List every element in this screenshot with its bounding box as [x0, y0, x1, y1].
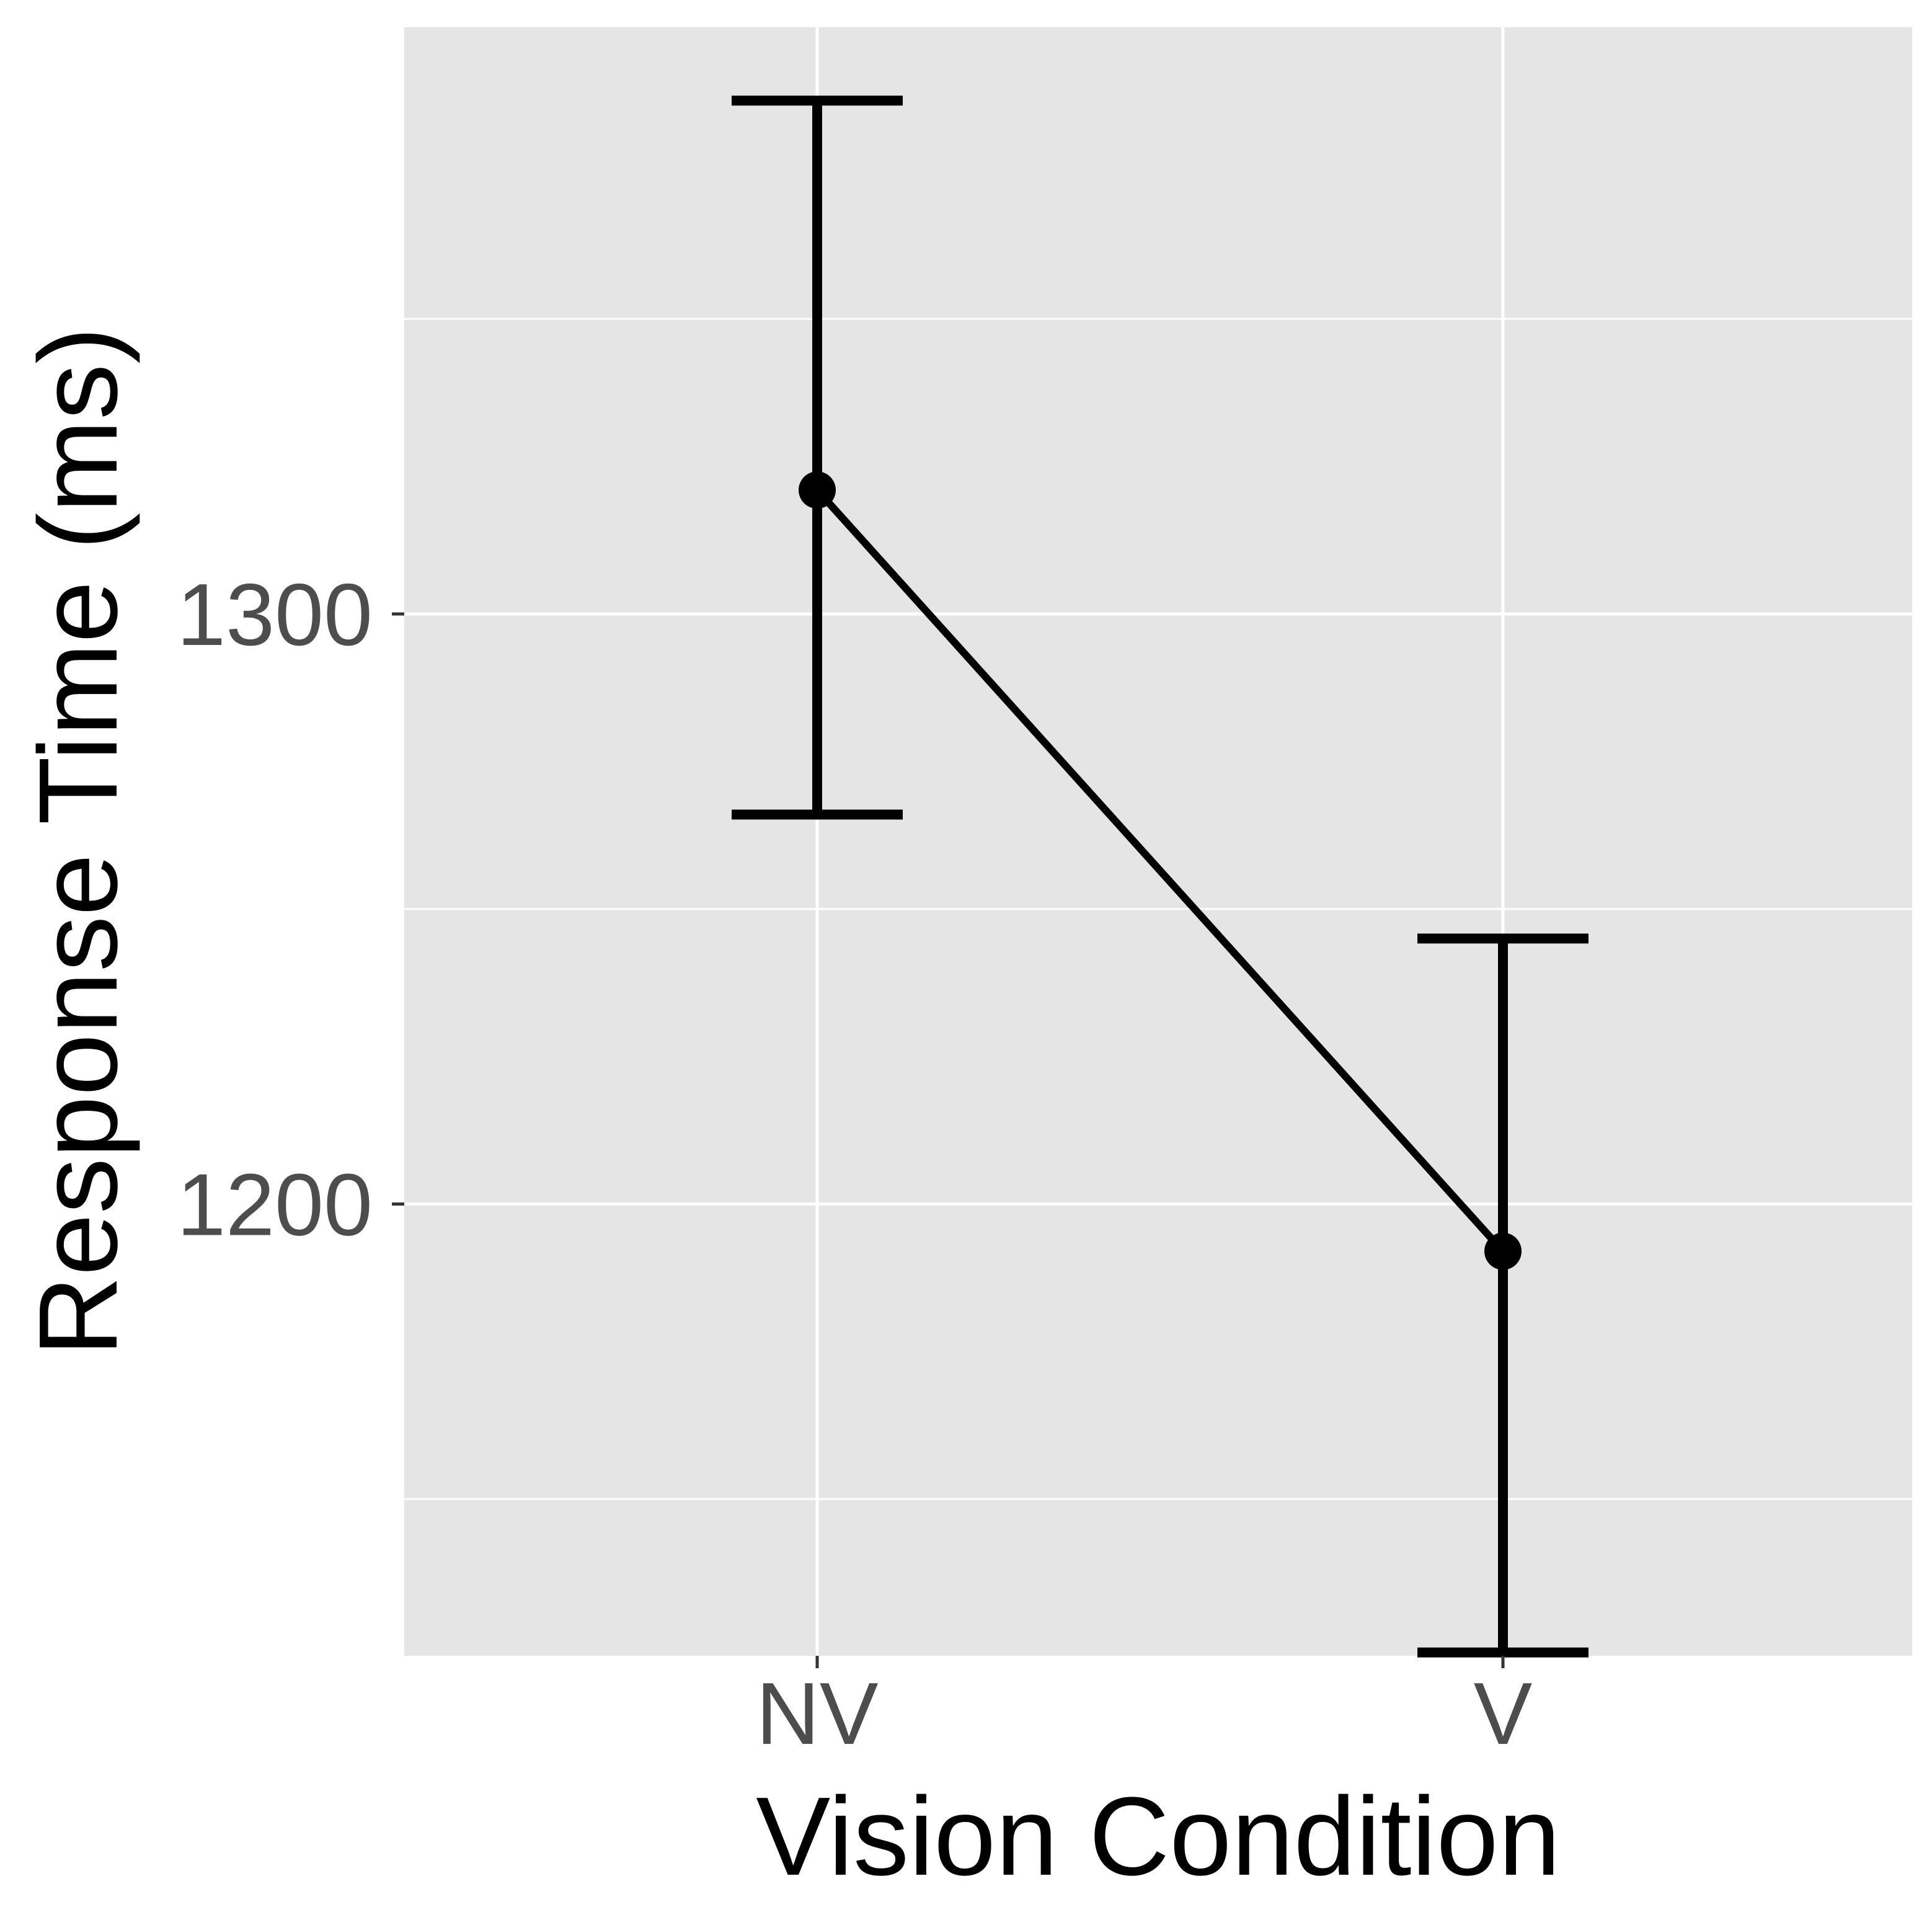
y-tick-label: 1300 — [177, 566, 373, 664]
data-point — [1484, 1232, 1522, 1270]
y-tick-label: 1200 — [177, 1156, 373, 1255]
data-point — [799, 471, 836, 509]
data-marks — [732, 96, 1589, 1658]
x-tick-label: NV — [756, 1664, 879, 1763]
x-tick-label: V — [1474, 1664, 1533, 1763]
y-tick-labels: 1200 1300 — [177, 566, 373, 1255]
panel-background — [404, 27, 1912, 1656]
x-axis-title: Vision Condition — [756, 1774, 1561, 1899]
minor-gridlines — [404, 318, 1912, 1500]
y-axis-title: Response Time (ms) — [16, 327, 141, 1356]
x-tick-labels: NV V — [756, 1664, 1532, 1763]
axis-ticks — [392, 612, 1505, 1668]
series-line — [814, 487, 1506, 1254]
